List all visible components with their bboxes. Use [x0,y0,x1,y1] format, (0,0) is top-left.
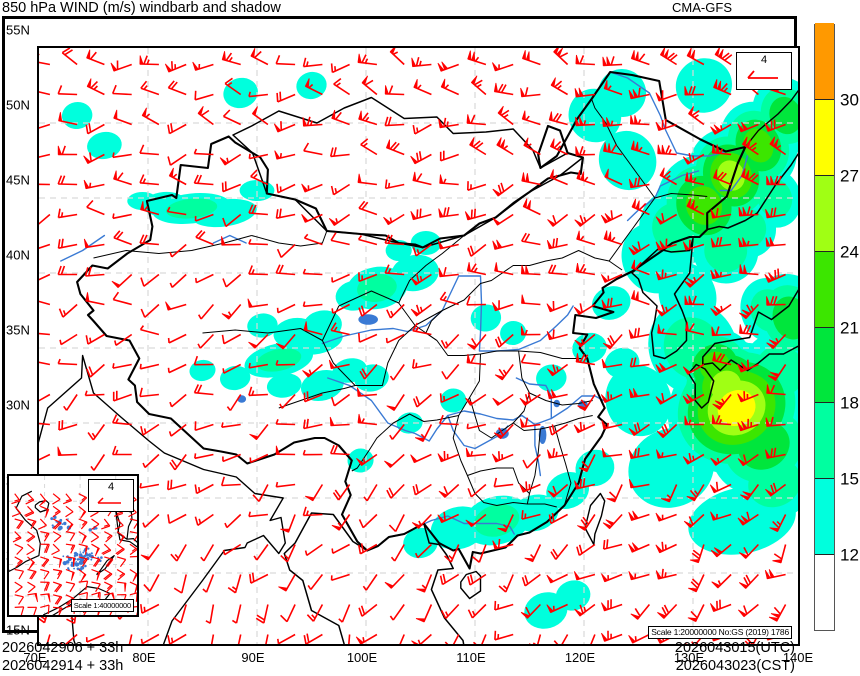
footer-valid-times: 2026043015(UTC) 2026043023(CST) [675,639,795,675]
inset-map-south-china-sea[interactable]: 4 Scale 1:40000000 [7,474,139,617]
colorbar-segment [815,174,834,251]
colorbar-tick-label: 15 [840,469,859,489]
colorbar [814,23,835,631]
windbarb-legend-value-inset: 4 [107,481,115,493]
colorbar-segment [815,23,834,99]
x-axis-tick: 100E [346,650,378,665]
colorbar-segment [815,250,834,327]
colorbar-tick-label: 18 [840,393,859,413]
x-axis-tick: 140E [782,650,814,665]
colorbar-tick-label: 12 [840,545,859,565]
y-axis-tick: 30N [6,397,30,413]
scale-tag-main: Scale 1:20000000 No:GS (2019) 1786 [648,626,792,639]
windbarb-legend-value-main: 4 [760,54,768,66]
map-panel[interactable]: 4 Scale 1:20000000 No:GS (2019) 1786 [37,46,800,646]
model-tag: CMA-GFS [672,0,732,15]
x-axis-tick: 80E [132,650,156,665]
scale-tag-inset: Scale 1:40000000 [70,599,134,612]
windbarb-legend-main: 4 [736,52,792,90]
x-axis-tick: 110E [456,650,486,665]
x-axis-tick: 130E [673,650,705,665]
y-axis-tick: 45N [6,172,30,188]
colorbar-tick-label: 21 [840,318,859,337]
colorbar-segment [815,554,834,630]
windbarb-reference-icon-inset [97,497,121,504]
colorbar-segment [815,478,834,555]
windbarb-reference-icon [747,70,778,79]
x-axis-tick: 90E [241,650,265,665]
y-axis-tick: 40N [6,247,30,263]
y-axis-tick: 55N [6,22,30,38]
colorbar-segment [815,98,834,175]
y-axis-tick: 50N [6,97,30,113]
y-axis-tick: 15N [6,622,30,638]
footer-left-line-2: 2026042914 + 33h [2,658,124,674]
footer-right-line-1: 2026043015(UTC) [674,640,795,656]
footer-left-line-1: 2026042906 + 33h [2,640,124,656]
map-canvas [39,48,798,644]
y-axis-tick: 35N [6,322,30,338]
coastlines [39,70,798,644]
colorbar-tick-label: 27 [840,166,859,186]
page-title: 850 hPa WIND (m/s) windbarb and shadow [2,0,281,16]
footer-init-times: 2026042906 + 33h 2026042914 + 33h [2,639,123,675]
colorbar-tick-label: 24 [840,242,859,262]
windbarb-legend-inset: 4 [88,479,134,512]
x-axis-tick: 70E [23,650,47,665]
x-axis-tick: 120E [564,650,596,665]
footer-right-line-2: 2026043023(CST) [675,658,795,674]
plot-frame: 55N50N45N40N35N30N25N20N15N 70E80E90E100… [2,16,813,664]
colorbar-tick-label: 30 [840,90,859,110]
colorbar-segment [815,326,834,403]
colorbar-segment [815,402,834,479]
